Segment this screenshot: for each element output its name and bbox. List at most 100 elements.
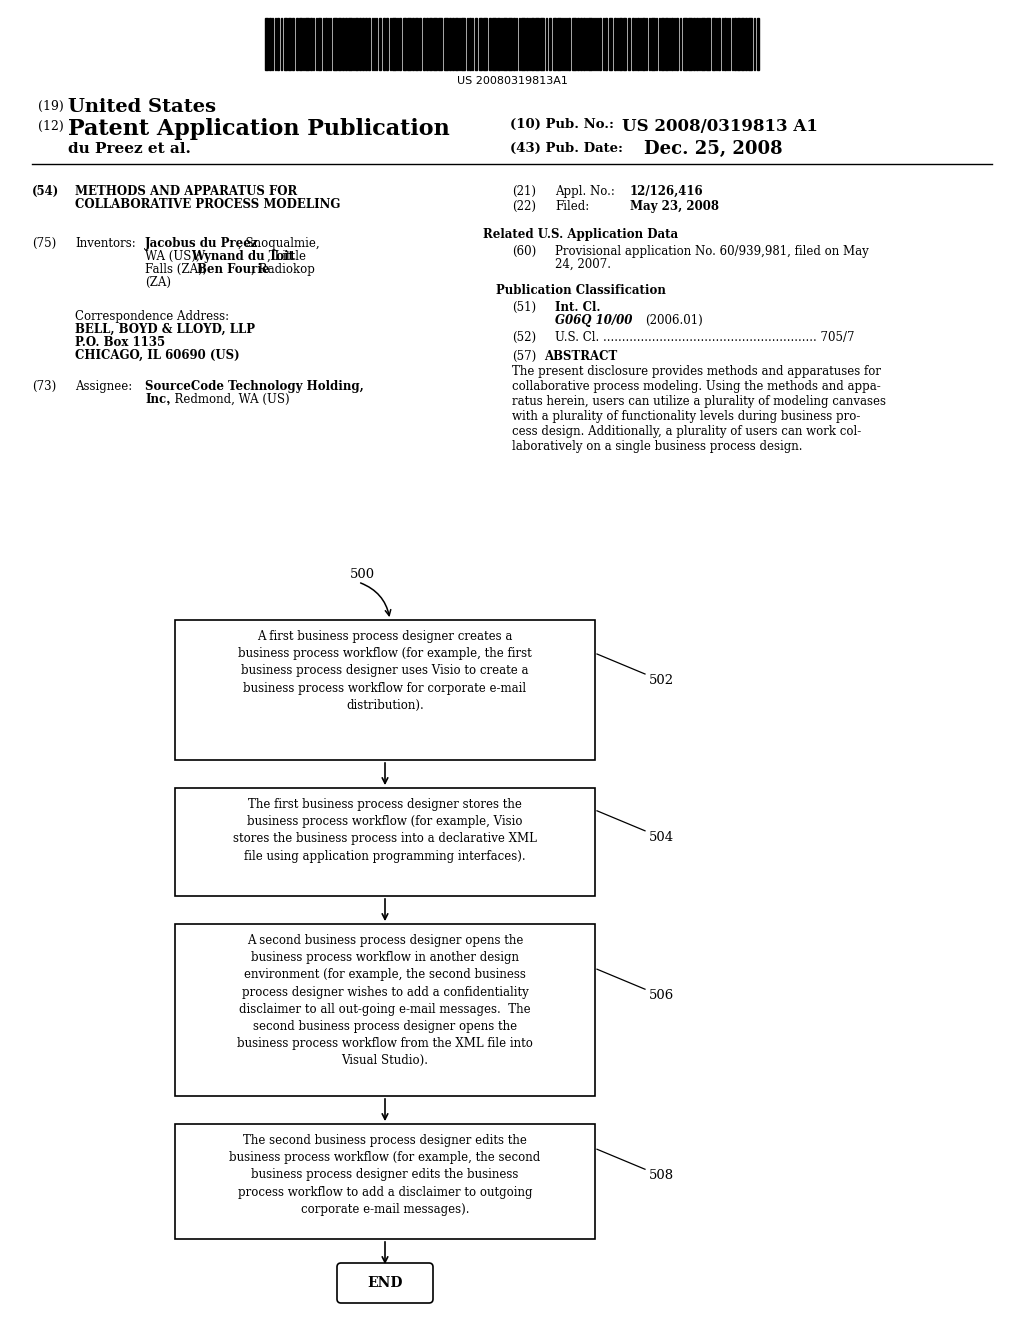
Bar [676, 18, 678, 70]
Bar [386, 18, 388, 70]
Bar [688, 18, 692, 70]
Bar [355, 18, 358, 70]
Text: US 2008/0319813 A1: US 2008/0319813 A1 [622, 117, 818, 135]
Text: (57): (57) [512, 350, 537, 363]
Bar [665, 18, 668, 70]
Text: Publication Classification: Publication Classification [496, 284, 666, 297]
Bar [724, 18, 726, 70]
Text: (12): (12) [38, 120, 63, 133]
Text: CHICAGO, IL 60690 (US): CHICAGO, IL 60690 (US) [75, 348, 240, 362]
Text: 502: 502 [649, 675, 674, 686]
Bar [359, 18, 361, 70]
Bar [489, 18, 490, 70]
Bar [623, 18, 626, 70]
Text: (43) Pub. Date:: (43) Pub. Date: [510, 143, 623, 154]
Text: du Preez et al.: du Preez et al. [68, 143, 190, 156]
Bar [407, 18, 411, 70]
Bar [426, 18, 428, 70]
Text: 506: 506 [649, 989, 674, 1002]
Text: METHODS AND APPARATUS FOR: METHODS AND APPARATUS FOR [75, 185, 297, 198]
Bar [299, 18, 302, 70]
Bar [175, 1125, 595, 1239]
Text: BELL, BOYD & LLOYD, LLP: BELL, BOYD & LLOYD, LLP [75, 323, 255, 337]
Text: 24, 2007.: 24, 2007. [555, 257, 611, 271]
Text: (21): (21) [512, 185, 536, 198]
Bar [741, 18, 744, 70]
Bar [577, 18, 579, 70]
Text: (22): (22) [512, 201, 536, 213]
Bar [415, 18, 418, 70]
Bar [632, 18, 634, 70]
Text: United States: United States [68, 98, 216, 116]
Bar [175, 788, 595, 896]
Bar [429, 18, 432, 70]
Text: Falls (ZA);: Falls (ZA); [145, 263, 211, 276]
Bar [444, 18, 449, 70]
Bar [278, 18, 279, 70]
Bar [734, 18, 736, 70]
Bar [383, 18, 385, 70]
Bar [310, 18, 312, 70]
Bar [419, 18, 421, 70]
Bar [433, 18, 437, 70]
Text: P.O. Box 1135: P.O. Box 1135 [75, 337, 165, 348]
Bar [423, 18, 425, 70]
Text: , Snoqualmie,: , Snoqualmie, [238, 238, 319, 249]
Bar [521, 18, 525, 70]
Bar [609, 18, 612, 70]
Bar [718, 18, 720, 70]
Text: Filed:: Filed: [555, 201, 589, 213]
Text: (52): (52) [512, 331, 537, 345]
Bar [745, 18, 746, 70]
FancyBboxPatch shape [337, 1263, 433, 1303]
Bar [531, 18, 534, 70]
Bar [557, 18, 561, 70]
Bar [479, 18, 482, 70]
Bar [637, 18, 639, 70]
Text: Wynand du Toit: Wynand du Toit [191, 249, 294, 263]
Text: Ben Fourie: Ben Fourie [197, 263, 269, 276]
Bar [333, 18, 337, 70]
Bar [497, 18, 500, 70]
Text: SourceCode Technology Holding,: SourceCode Technology Holding, [145, 380, 364, 393]
Bar [348, 18, 352, 70]
Text: A second business process designer opens the
business process workflow in anothe: A second business process designer opens… [238, 935, 532, 1068]
Text: Assignee:: Assignee: [75, 380, 132, 393]
Bar [683, 18, 687, 70]
Bar [671, 18, 673, 70]
Bar [403, 18, 406, 70]
Bar [605, 18, 607, 70]
Text: END: END [368, 1276, 402, 1290]
Bar [269, 18, 271, 70]
Text: 500: 500 [350, 568, 375, 581]
Bar [452, 18, 454, 70]
Text: Inc.: Inc. [145, 393, 170, 407]
Bar [338, 18, 341, 70]
Bar [318, 18, 321, 70]
Bar [292, 18, 294, 70]
Bar [345, 18, 347, 70]
Text: (60): (60) [512, 246, 537, 257]
Text: (75): (75) [32, 238, 56, 249]
Bar [642, 18, 645, 70]
Bar [449, 18, 451, 70]
Bar [553, 18, 556, 70]
Bar [706, 18, 710, 70]
Text: , Little: , Little [267, 249, 306, 263]
Bar [526, 18, 528, 70]
Text: (51): (51) [512, 301, 537, 314]
Bar [572, 18, 575, 70]
Bar [540, 18, 544, 70]
Bar [757, 18, 759, 70]
Bar [580, 18, 582, 70]
Bar [461, 18, 465, 70]
Bar [748, 18, 752, 70]
Text: 508: 508 [649, 1170, 674, 1183]
Bar [535, 18, 539, 70]
Text: COLLABORATIVE PROCESS MODELING: COLLABORATIVE PROCESS MODELING [75, 198, 340, 211]
Text: Patent Application Publication: Patent Application Publication [68, 117, 450, 140]
Text: (54): (54) [32, 185, 59, 198]
Text: Dec. 25, 2008: Dec. 25, 2008 [644, 140, 782, 158]
Text: (19): (19) [38, 100, 63, 114]
Bar [549, 18, 551, 70]
